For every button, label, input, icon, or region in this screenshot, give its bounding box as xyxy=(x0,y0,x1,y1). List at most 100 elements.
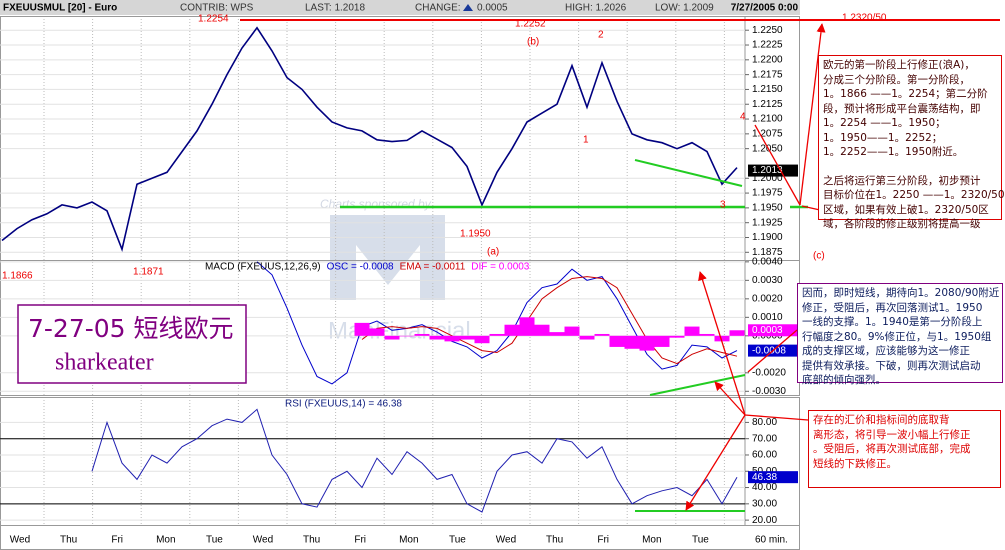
x-tick-label: Wed xyxy=(253,535,273,546)
note-line: 一线的支撑。1。1940是第一分阶段上 xyxy=(802,316,983,328)
title-box-line: sharkeater xyxy=(55,350,154,376)
note-line: 1。1950——1。2252； xyxy=(823,131,943,144)
legend-entry: DIF = 0.0003 xyxy=(471,262,530,273)
y-tick-label: 1.2050 xyxy=(752,143,783,154)
note-line: 行幅度之80。9%修正位，与1。1950组 xyxy=(802,330,992,343)
watermark: Charts sponsored by ManFinancial xyxy=(320,197,471,344)
bar xyxy=(579,335,595,340)
current-value-box xyxy=(748,471,798,484)
sponsor: Charts sponsored by xyxy=(320,197,432,211)
annotation: 2 xyxy=(598,30,604,41)
note-line: 底部的倾向强烈。 xyxy=(802,374,886,386)
x-tick-label: Tue xyxy=(449,535,466,546)
low: LOW: 1.2009 xyxy=(655,3,714,14)
y-tick-label: 20.00 xyxy=(752,515,777,526)
note-line: 离形态，将引导一波小幅上行修正 xyxy=(813,428,971,441)
bar xyxy=(489,333,505,336)
note-paragraph: 存在的汇价和指标间的底取背离形态，将引导一波小幅上行修正 。受阻后，将再次测试底部… xyxy=(813,413,996,471)
series-line xyxy=(91,408,738,513)
y-tick-label: -0.0020 xyxy=(752,367,786,378)
bar xyxy=(444,335,460,342)
note-line: 域，各阶段的修正级别将提高一级 xyxy=(823,218,981,230)
series-line xyxy=(256,261,738,385)
note-line: 提供有效承接。下破，则再次测试启动 xyxy=(802,359,981,372)
x-tick-label: Wed xyxy=(496,535,516,546)
annotation: (c) xyxy=(813,251,825,262)
y-tick-label: 0.0030 xyxy=(752,275,783,286)
note-line: 1。1866 ——1。2254；第二分阶 xyxy=(823,88,988,100)
note: 存在的汇价和指标间的底取背离形态，将引导一波小幅上行修正 。受阻后，将再次测试底部… xyxy=(808,410,1001,488)
arrow xyxy=(744,414,809,421)
y-tick-label: 0.0040 xyxy=(752,256,783,267)
note-line: 。受阻后，将再次测试底部，完成 xyxy=(813,443,971,455)
note: 因而，即时短线，期待向1。2080/90附近 修正，受阻后，再次回落测试1。195… xyxy=(797,283,1003,386)
bar xyxy=(669,335,685,338)
symbol: FXEUUSMUL [20] - Euro xyxy=(3,3,117,14)
y-tick-label: 1.1875 xyxy=(752,247,783,258)
x-tick-label: Tue xyxy=(692,535,709,546)
y-tick-label: 1.2175 xyxy=(752,69,783,80)
arrow xyxy=(685,414,746,511)
date: 7/27/2005 0:00 xyxy=(731,3,799,14)
arrow xyxy=(801,205,821,211)
x-unit: 60 min. xyxy=(755,535,788,546)
bar xyxy=(729,330,745,336)
current-value-box xyxy=(748,164,798,177)
note-paragraph: 之后将运行第三分阶段，初步预计 目标价位在1。2250 ——1。2320/50 区域… xyxy=(823,174,1005,232)
y-tick-label: 0.0020 xyxy=(752,293,783,304)
panels: 1.2250 1.2225 1.2200 1.2175 1.2150 1.2125 1.21… xyxy=(0,16,800,550)
current-value-label: 0.0003 xyxy=(752,325,783,336)
note-line: 欧元的第一阶段上行修正(浪A)， xyxy=(823,59,975,71)
arrow xyxy=(698,271,746,416)
bar xyxy=(354,322,370,336)
bar xyxy=(369,328,385,336)
y-tick-label: 70.00 xyxy=(752,433,777,444)
panel-title: RSI (FXEUUS,14) = 46.38 xyxy=(285,399,402,410)
last: LAST: 1.2018 xyxy=(305,3,365,14)
annotation: (a) xyxy=(487,247,499,258)
x-tick-label: Tue xyxy=(206,535,223,546)
y-tick-label: 1.2000 xyxy=(752,173,783,184)
high: HIGH: 1.2026 xyxy=(565,3,627,14)
bar xyxy=(594,333,610,336)
y-tick-label: 1.2225 xyxy=(752,40,783,51)
x-tick-label: Fri xyxy=(354,535,366,546)
annotation: 1.1871 xyxy=(133,267,164,278)
note-paragraph: 欧元的第一阶段上行修正(浪A)， 分成三个分阶段。第一分阶段， 1。1866 ——1… xyxy=(823,58,997,160)
annotation: 1 xyxy=(583,135,589,146)
x-tick-label: Fri xyxy=(597,535,609,546)
change-label: CHANGE: xyxy=(415,3,461,14)
title-box xyxy=(17,304,247,384)
y-tick-label: 1.2150 xyxy=(752,84,783,95)
contrib: CONTRIB: WPS xyxy=(180,3,254,14)
title-box-line: 7-27-05 短线欧元 xyxy=(28,314,234,343)
x-tick-label: Thu xyxy=(303,535,320,546)
y-tick-label: 1.2125 xyxy=(752,99,783,110)
series-line xyxy=(1,26,738,253)
y-tick-label: 80.00 xyxy=(752,417,777,428)
current-value-box xyxy=(748,324,798,337)
logo xyxy=(330,215,445,300)
note-line: 存在的汇价和指标间的底取背 xyxy=(813,414,950,426)
y-tick-label: 1.1975 xyxy=(752,188,783,199)
current-value-label: 46.38 xyxy=(752,472,777,483)
annotation: 1.2320/50 xyxy=(842,13,887,24)
annotation: 1.2254 xyxy=(198,14,229,25)
note-line: 修正，受阻后，再次回落测试1。1950 xyxy=(802,301,983,314)
x-tick-label: Mon xyxy=(642,535,661,546)
y-tick-label: 60.00 xyxy=(752,450,777,461)
y-tick-label: 1.2200 xyxy=(752,54,783,65)
y-tick-label: 1.2250 xyxy=(752,25,783,36)
x-tick-label: Wed xyxy=(10,535,30,546)
bar xyxy=(714,335,730,342)
x-tick-label: Mon xyxy=(399,535,418,546)
bar xyxy=(384,335,400,340)
y-tick-label: 40.00 xyxy=(752,482,777,493)
bar xyxy=(684,326,700,336)
note-line: 短线的下跌修正。 xyxy=(813,457,897,470)
note: 欧元的第一阶段上行修正(浪A)， 分成三个分阶段。第一分阶段， 1。1866 ——1… xyxy=(818,55,1005,230)
trend-line xyxy=(634,159,743,187)
bar xyxy=(564,326,580,336)
bar xyxy=(609,335,625,347)
